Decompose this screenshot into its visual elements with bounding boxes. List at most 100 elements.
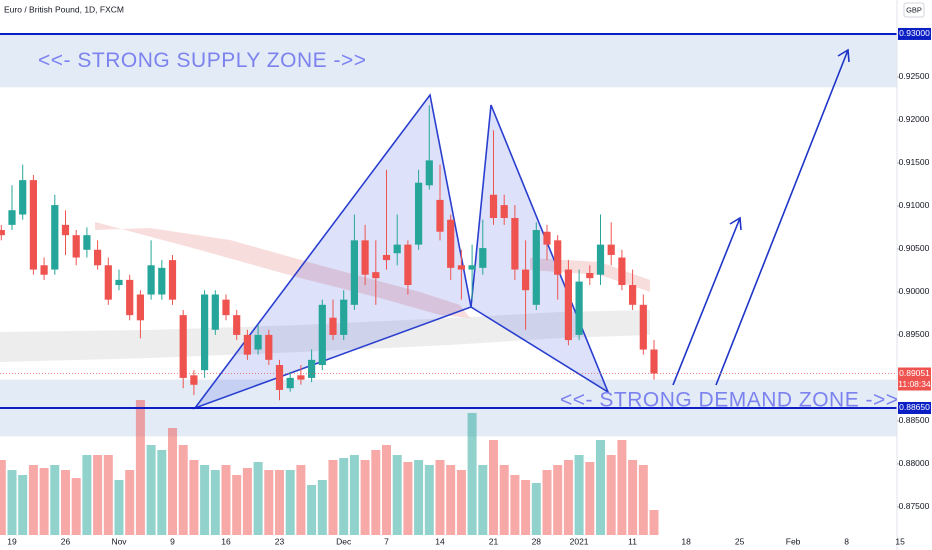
levels xyxy=(0,32,932,409)
last-price-box xyxy=(898,367,931,391)
candle-body xyxy=(479,248,487,268)
volume-bar xyxy=(382,445,391,535)
candle-body xyxy=(425,160,433,186)
x-tick-label: 28 xyxy=(532,536,542,546)
candle-body xyxy=(522,269,530,291)
candle-body xyxy=(650,349,658,374)
candle-body xyxy=(115,279,123,286)
volume-bar xyxy=(596,440,605,535)
candle-body xyxy=(94,249,102,266)
arrow-head xyxy=(837,48,850,63)
y-tick-label: 0.89500 xyxy=(899,329,930,339)
candle-body xyxy=(61,224,70,236)
y-tick-label: 0.90000 xyxy=(899,286,930,296)
volume-bar xyxy=(446,465,456,535)
volume-bar xyxy=(221,465,231,535)
candle-body xyxy=(179,315,187,378)
candle-body xyxy=(19,180,27,215)
y-tick-label: 0.87500 xyxy=(899,501,930,511)
candle-body xyxy=(436,199,444,232)
candle-body xyxy=(511,217,519,270)
volume-bar xyxy=(28,465,38,535)
volume-bar xyxy=(275,470,284,535)
y-tick-label: 0.88000 xyxy=(899,458,930,468)
volume-bar xyxy=(18,475,28,535)
candle-body xyxy=(254,334,262,350)
volume-bar xyxy=(574,455,584,535)
candle-body xyxy=(168,260,177,300)
candle-body xyxy=(596,244,605,275)
candle-body xyxy=(0,230,5,236)
candle-body xyxy=(468,265,476,270)
volume-bar xyxy=(606,455,616,535)
candle-body xyxy=(500,205,508,218)
candle-body xyxy=(532,230,540,305)
candle-body xyxy=(136,294,144,321)
volume-bar xyxy=(232,475,242,535)
candle-body xyxy=(211,294,219,330)
arrow-line xyxy=(715,49,849,386)
candle-body xyxy=(393,244,401,254)
volume-bar xyxy=(71,478,81,535)
volume-bar xyxy=(125,470,135,535)
candle-body xyxy=(158,267,166,295)
candle-body xyxy=(404,244,412,286)
projection-arrows xyxy=(672,48,850,386)
volume-bar xyxy=(553,465,563,535)
volume-bar xyxy=(210,470,220,535)
candle-body xyxy=(629,285,637,305)
candle-body xyxy=(104,265,112,300)
candle-body xyxy=(126,279,134,316)
candle-body xyxy=(318,304,326,366)
candle-body xyxy=(564,269,572,341)
candle-body xyxy=(275,365,284,390)
candle-body xyxy=(147,265,155,295)
level-label-box xyxy=(898,401,931,414)
x-tick-label: 21 xyxy=(489,536,499,546)
volume-bar xyxy=(403,462,413,535)
volume-bar xyxy=(371,450,381,535)
volume-bar xyxy=(0,460,6,535)
zone-label: <<- STRONG SUPPLY ZONE ->> xyxy=(38,49,366,72)
axis-background xyxy=(897,0,932,550)
x-tick-label: 16 xyxy=(221,536,231,546)
candle-body xyxy=(457,265,465,270)
y-tick-label: 0.92000 xyxy=(899,114,930,124)
candle-body xyxy=(286,377,294,389)
x-tick-label: Feb xyxy=(786,536,801,546)
volume-bar xyxy=(435,460,445,535)
volume-bar xyxy=(542,470,552,535)
currency-box xyxy=(903,2,925,18)
candle-body xyxy=(447,219,455,268)
volume-bar xyxy=(7,470,17,535)
volume-bar xyxy=(414,460,424,535)
volume-bar xyxy=(510,475,520,535)
candle-body xyxy=(308,359,316,378)
candle-body xyxy=(8,210,16,225)
level-label-box xyxy=(898,27,931,40)
candle-body xyxy=(51,205,59,270)
volume-bar xyxy=(50,465,60,535)
x-tick-label: Dec xyxy=(336,536,352,546)
volume-bar xyxy=(456,470,466,535)
candle-body xyxy=(489,194,498,218)
x-tick-label: 25 xyxy=(735,536,745,546)
arrow-head xyxy=(729,216,742,231)
x-tick-label: 7 xyxy=(384,536,389,546)
x-tick-label: 23 xyxy=(275,536,285,546)
candle-body xyxy=(340,299,348,335)
price-axis: GBP 0.92500 0.92000 0.91500 0.91000 0.90500 0… xyxy=(896,0,932,550)
y-tick-label: 0.90500 xyxy=(899,243,930,253)
candle-body xyxy=(72,235,80,258)
x-tick-label: 9 xyxy=(170,536,175,546)
volume-bar xyxy=(424,465,434,535)
arrow-line xyxy=(672,217,741,386)
volume-bar xyxy=(328,460,338,535)
zone-label: <<- STRONG DEMAND ZONE ->> xyxy=(560,389,899,412)
volume-bar xyxy=(146,445,156,535)
volume-bar xyxy=(339,458,349,535)
y-tick-label: 0.91000 xyxy=(899,200,930,210)
volume-bar xyxy=(499,465,509,535)
volume-bar xyxy=(200,465,210,535)
